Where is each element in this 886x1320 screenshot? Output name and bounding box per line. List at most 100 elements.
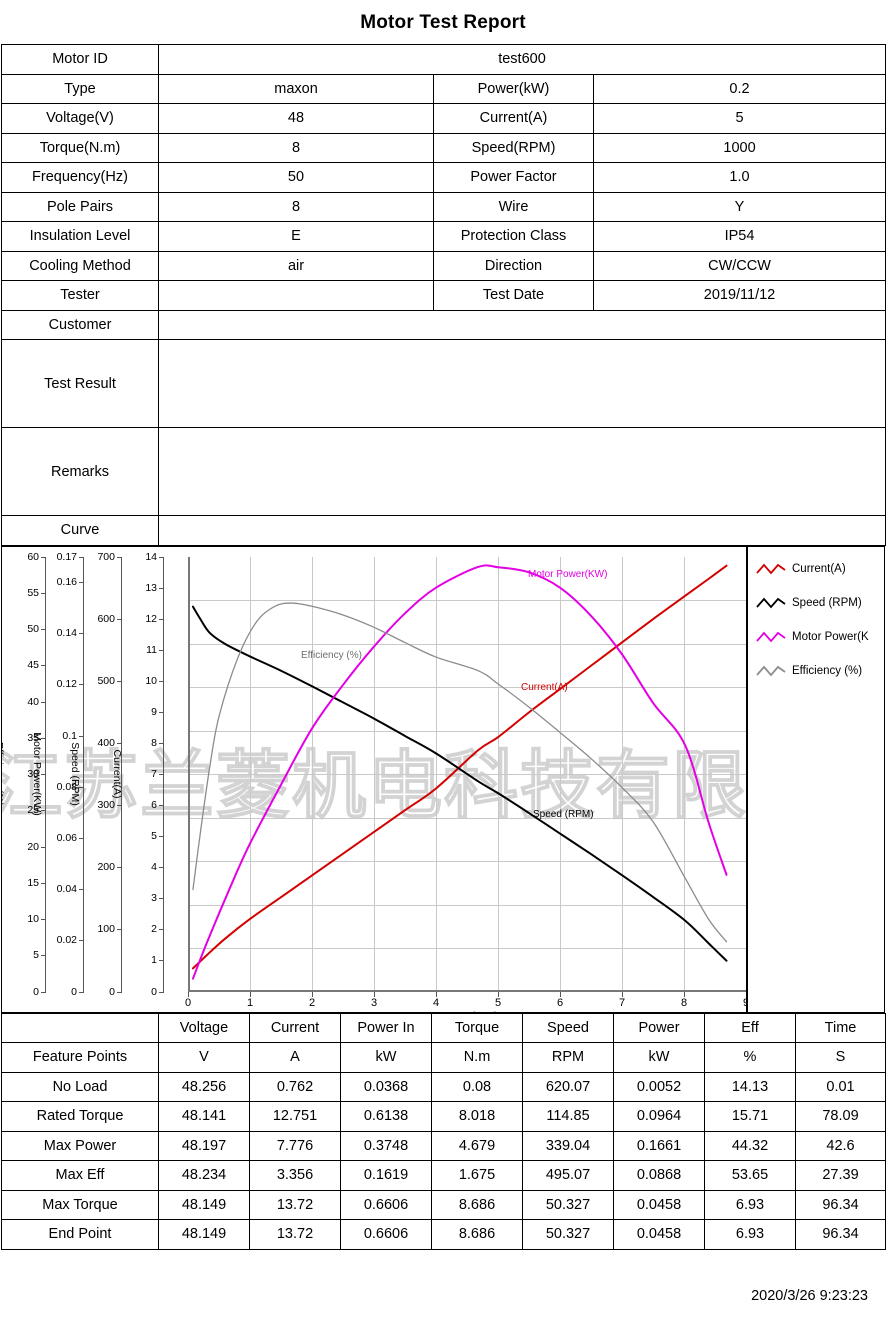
info-value-right[interactable]: 2019/11/12	[592, 280, 886, 311]
feature-cell: 0.0964	[613, 1101, 705, 1132]
gridline-horizontal	[188, 730, 746, 732]
x-tick-label: 6	[556, 996, 564, 1009]
table-row: No Load 48.256 0.762 0.0368 0.08 620.07 0.0052…	[1, 1071, 886, 1102]
feature-cell: 114.85	[522, 1101, 614, 1132]
y-tick	[79, 991, 84, 993]
legend-item-0[interactable]: Current(A)	[748, 555, 884, 583]
feature-cell: 0.6606	[340, 1219, 432, 1250]
y-tick	[159, 805, 164, 807]
x-tick	[498, 991, 499, 997]
y-axis-0: 0 5 10 15 20 25 30 35 40 45 50 55 60 Efficiency (%)	[2, 551, 46, 998]
info-value-left[interactable]: air	[158, 250, 434, 281]
remarks-value[interactable]	[157, 427, 886, 516]
gridline-horizontal	[188, 600, 746, 601]
feature-cell: 6.93	[704, 1219, 796, 1250]
info-value-left[interactable]: maxon	[158, 73, 434, 104]
y-tick	[159, 929, 164, 931]
y-tick-label: 0.12	[56, 678, 77, 691]
y-tick	[117, 929, 122, 931]
gridline-horizontal	[188, 687, 746, 688]
table-row: Curve	[1, 515, 886, 546]
y-tick-label: 0	[71, 985, 77, 998]
feature-cell: 48.141	[158, 1101, 250, 1132]
feature-col-header-3: Torque	[431, 1012, 523, 1043]
y-tick-label: 35	[27, 731, 39, 744]
feature-col-unit-5: kW	[613, 1042, 705, 1073]
y-tick	[159, 711, 164, 713]
feature-cell: 96.34	[795, 1189, 886, 1220]
y-tick-label: 600	[97, 612, 115, 625]
table-row: Type maxon Power(kW) 0.2	[1, 73, 886, 104]
feature-cell: 0.0868	[613, 1160, 705, 1191]
feature-cell: 0.01	[795, 1071, 886, 1102]
y-tick-label: 20	[27, 840, 39, 853]
y-tick-label: 0.1	[62, 729, 77, 742]
y-tick	[79, 786, 84, 788]
info-value-left[interactable]	[158, 280, 434, 311]
curve-label-speedrpm: Speed (RPM)	[533, 808, 594, 820]
table-row: Rated Torque 48.141 12.751 0.6138 8.018 114.8…	[1, 1101, 886, 1132]
page-title: Motor Test Report	[360, 12, 526, 33]
y-tick-label: 50	[27, 623, 39, 635]
legend-item-1[interactable]: Speed (RPM)	[748, 589, 884, 617]
y-tick	[41, 919, 46, 920]
customer-value[interactable]	[157, 309, 886, 340]
curve-currenta	[191, 564, 728, 969]
y-tick-label: 0.14	[56, 627, 77, 640]
y-tick	[79, 556, 84, 558]
motor-id-value[interactable]: test600	[157, 44, 886, 75]
table-row: Frequency(Hz) 50 Power Factor 1.0	[1, 162, 886, 193]
info-value-right[interactable]: 1000	[592, 132, 886, 163]
feature-row-label: Max Power	[1, 1130, 159, 1161]
feature-cell: 96.34	[795, 1219, 886, 1250]
y-tick-label: 0	[33, 985, 39, 998]
legend-line-icon	[756, 665, 786, 676]
y-tick	[159, 742, 164, 744]
curve-cell	[157, 515, 886, 546]
info-value-left[interactable]: 50	[158, 162, 434, 193]
y-tick	[117, 805, 122, 807]
info-label-right: Wire	[433, 191, 594, 222]
gridline-vertical	[498, 556, 499, 992]
feature-cell: 12.751	[249, 1101, 341, 1132]
info-value-left[interactable]: 8	[158, 132, 434, 163]
y-axis-spine	[83, 556, 84, 992]
y-tick	[41, 556, 46, 558]
x-tick	[374, 991, 375, 997]
y-tick	[79, 940, 84, 942]
info-value-left[interactable]: 48	[158, 103, 434, 134]
gridline-vertical	[374, 556, 375, 992]
y-tick	[41, 665, 46, 667]
motor-id-label: Motor ID	[1, 44, 159, 75]
feature-cell: 0.08	[431, 1071, 523, 1102]
info-value-right[interactable]: Y	[592, 191, 886, 222]
info-value-right[interactable]: 5	[592, 103, 886, 134]
info-value-right[interactable]: 0.2	[592, 73, 886, 104]
y-tick-label: 0.16	[56, 576, 77, 589]
table-row: Torque(N.m) 8 Speed(RPM) 1000	[1, 132, 886, 163]
legend-item-2[interactable]: Motor Power(K	[748, 623, 884, 651]
y-tick-label: 0.08	[56, 780, 77, 793]
y-tick	[117, 680, 122, 682]
info-value-left[interactable]: 8	[158, 191, 434, 222]
curve-motorpowerkw	[191, 563, 728, 980]
info-value-right[interactable]: IP54	[592, 221, 886, 252]
info-label-right: Speed(RPM)	[433, 132, 594, 163]
info-value-right[interactable]: 1.0	[592, 162, 886, 193]
feature-cell: 1.675	[431, 1160, 523, 1191]
feature-table-head: Voltage Current Power In Torque Speed Power Ef…	[1, 1012, 886, 1073]
x-tick	[250, 991, 251, 997]
feature-cell: 0.6138	[340, 1101, 432, 1132]
feature-cell: 0.0368	[340, 1071, 432, 1102]
info-value-right[interactable]: CW/CCW	[592, 250, 886, 281]
y-tick	[41, 882, 46, 884]
test-result-value[interactable]	[157, 339, 886, 428]
x-tick	[188, 991, 189, 997]
motor-info-body: Motor ID test600 Type maxon Power(kW) 0.…	[1, 44, 886, 546]
legend-item-3[interactable]: Efficiency (%)	[748, 657, 884, 685]
feature-cell: 0.1661	[613, 1130, 705, 1161]
feature-cell: 0.3748	[340, 1130, 432, 1161]
y-tick-label: 300	[97, 799, 115, 812]
feature-row-label: Rated Torque	[1, 1101, 159, 1132]
info-value-left[interactable]: E	[158, 221, 434, 252]
